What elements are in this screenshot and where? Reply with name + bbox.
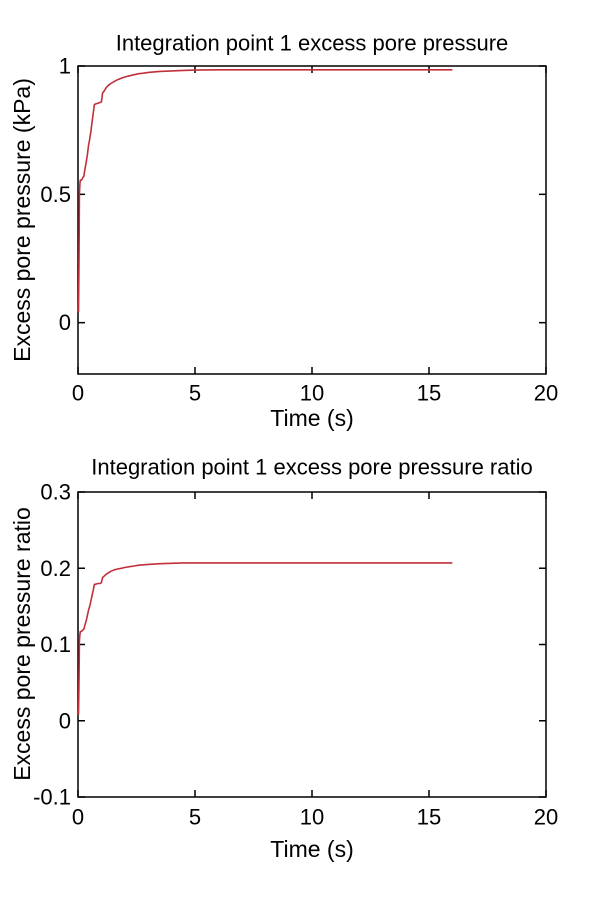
y-tick-label: 0 — [59, 310, 71, 335]
y-tick-label: 0.3 — [40, 480, 71, 505]
plot-box — [77, 491, 547, 798]
x-tick-label: 10 — [300, 805, 324, 830]
x-tick-label: 0 — [72, 805, 84, 830]
x-tick-label: 0 — [72, 381, 84, 406]
x-tick-label: 20 — [534, 381, 558, 406]
pressure-chart: Integration point 1 excess pore pressure… — [9, 31, 558, 432]
y-axis-label: Excess pore pressure ratio — [9, 507, 35, 781]
plot-box — [77, 65, 547, 375]
y-tick-label: 0 — [59, 708, 71, 733]
chart-title: Integration point 1 excess pore pressure — [116, 31, 509, 56]
x-tick-label: 5 — [189, 805, 201, 830]
y-tick-label: 0.1 — [40, 632, 71, 657]
x-tick-label: 10 — [300, 381, 324, 406]
x-axis-label: Time (s) — [270, 405, 353, 431]
x-axis-label: Time (s) — [270, 836, 353, 862]
series-line — [77, 69, 453, 313]
x-tick-label: 15 — [417, 805, 441, 830]
y-tick-label: 1 — [59, 54, 71, 79]
y-axis-label: Excess pore pressure (kPa) — [9, 78, 35, 362]
axes-box: 0 5 10 15 20 0 0.5 1 — [40, 54, 558, 406]
data-line — [77, 69, 453, 313]
y-tick-label: 0.2 — [40, 556, 71, 581]
x-tick-label: 15 — [417, 381, 441, 406]
data-line — [77, 562, 453, 715]
y-tick-label: -0.1 — [33, 785, 71, 810]
y-tick-label: 0.5 — [40, 182, 71, 207]
chart-title: Integration point 1 excess pore pressure… — [91, 455, 532, 480]
x-tick-label: 5 — [189, 381, 201, 406]
x-tick-label: 20 — [534, 805, 558, 830]
ratio-chart: Integration point 1 excess pore pressure… — [9, 455, 558, 863]
axes-box: 0 5 10 15 20-0.100.10.20.3 — [33, 480, 558, 830]
series-line — [77, 562, 453, 715]
